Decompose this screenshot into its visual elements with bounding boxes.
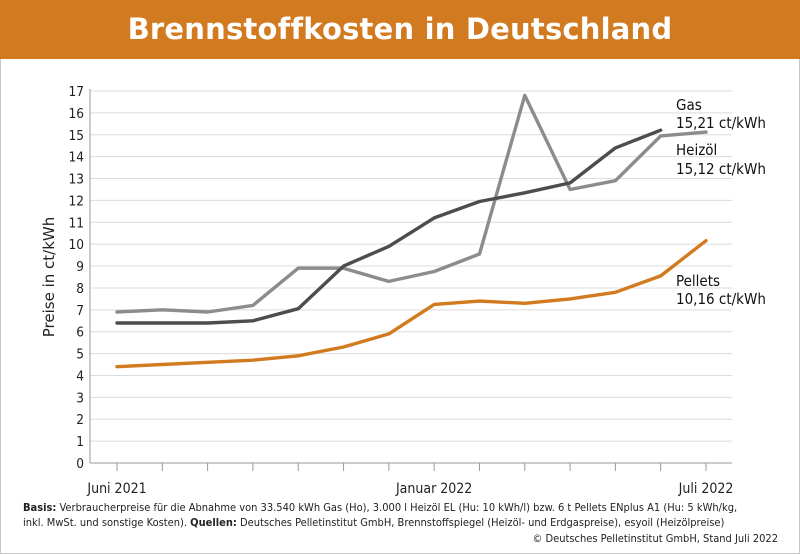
footer-basis-text: Verbraucherpreise für die Abnahme von 33… [56,501,738,514]
footer-copyright: © Deutsches Pelletinstitut GmbH, Stand J… [532,532,778,545]
footer-sources-label: Quellen: [190,516,237,529]
y-tick-label: 15 [69,128,84,144]
footer-note: Basis: Verbraucherpreise für die Abnahme… [0,499,800,551]
y-tick-label: 3 [76,390,84,406]
x-tick-label: Juni 2021 [86,481,146,497]
y-tick-label: 6 [76,325,84,341]
y-tick-label: 12 [69,193,84,209]
y-tick-label: 13 [69,172,84,188]
footer-sources: inkl. MwSt. und sonstige Kosten). Quelle… [23,516,724,530]
footer-sources-text-a: inkl. MwSt. und sonstige Kosten). [23,516,191,529]
y-tick-label: 5 [76,347,84,363]
footer-sources-text-b: Deutsches Pelletinstitut GmbH, Brennstof… [236,516,725,529]
series-line-pellets [115,238,708,369]
footer-basis: Basis: Verbraucherpreise für die Abnahme… [23,501,737,515]
y-tick-label: 14 [69,150,85,166]
y-tick-label: 2 [76,412,84,428]
y-tick-label: 9 [76,259,84,275]
y-tick-label: 7 [76,303,84,319]
y-tick-label: 11 [69,215,84,231]
x-tick-label: Januar 2022 [395,481,472,497]
series-name-pellets: Pellets [676,272,720,290]
y-tick-label: 8 [76,281,84,297]
y-tick-label: 4 [76,368,84,384]
series-line-gas [115,128,663,325]
series-value-pellets: 10,16 ct/kWh [676,290,766,308]
series-value-gas: 15,21 ct/kWh [676,114,766,132]
y-tick-label: 1 [76,434,84,450]
y-axis-title: Preise in ct/kWh [40,217,58,337]
footer-basis-label: Basis: [23,501,57,514]
series-name-gas: Gas [676,96,702,114]
grid [90,90,732,442]
title-banner [0,0,800,59]
y-tick-label: 10 [69,237,84,253]
series-name-heizoel: Heizöl [676,141,717,159]
series-line-heizoel [115,93,708,314]
chart-title: Brennstoffkosten in Deutschland [127,12,673,46]
x-tick-label: Juli 2022 [678,481,734,497]
y-tick-label: 16 [69,106,84,122]
y-tick-label: 0 [76,456,84,472]
y-tick-label: 17 [69,84,84,100]
series-lines [115,93,708,369]
series-value-heizoel: 15,12 ct/kWh [676,160,766,178]
